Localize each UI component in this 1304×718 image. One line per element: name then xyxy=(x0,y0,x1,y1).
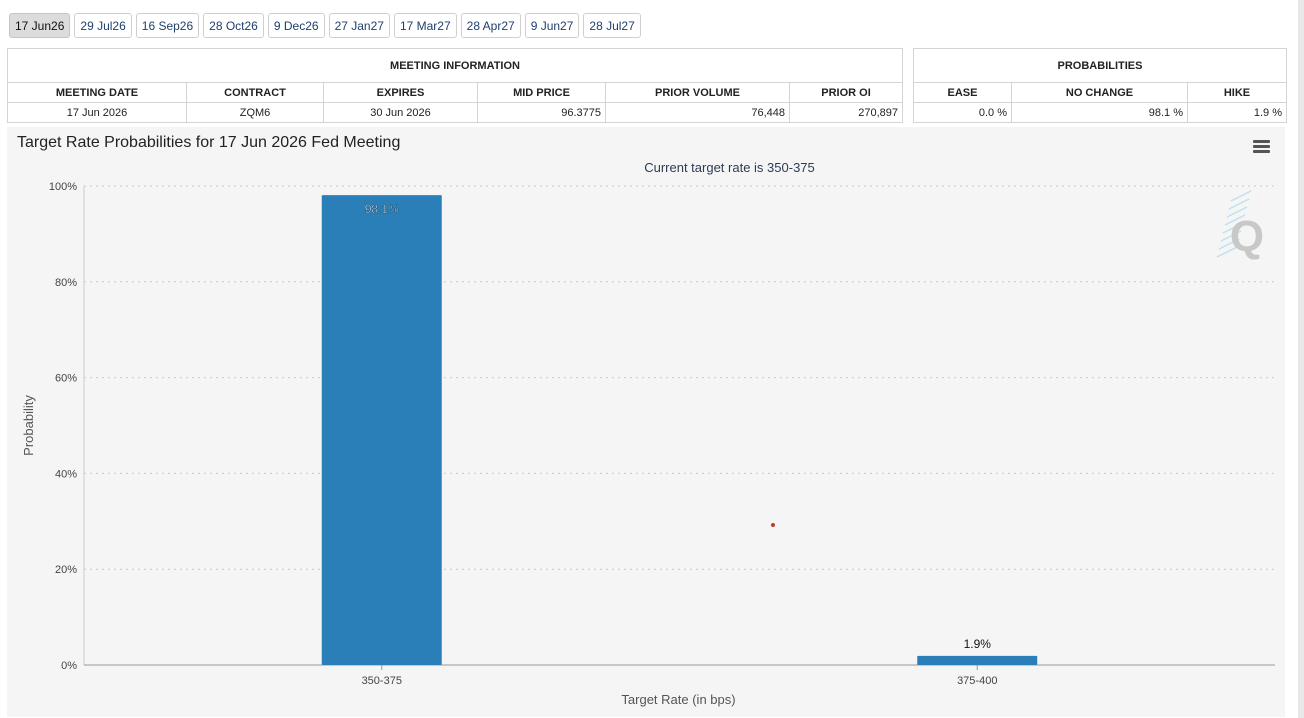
tab-28-oct26[interactable]: 28 Oct26 xyxy=(203,13,264,38)
table-row: 17 Jun 2026 ZQM6 30 Jun 2026 96.3775 76,… xyxy=(7,102,904,123)
y-tick-label: 60% xyxy=(55,373,77,385)
chart-menu-icon[interactable] xyxy=(1253,140,1270,154)
watermark-stripe xyxy=(1228,198,1250,210)
cell-prior-volume: 76,448 xyxy=(605,102,790,123)
cell-contract: ZQM6 xyxy=(186,102,324,123)
bar-350-375 xyxy=(321,195,442,665)
bar-375-400 xyxy=(917,655,1038,665)
tab-9-jun27[interactable]: 9 Jun27 xyxy=(524,13,580,38)
cell-no-change: 98.1 % xyxy=(1011,102,1188,123)
bar-chart: Current target rate is 350-375 0% 20% 40% 60… xyxy=(21,160,1275,707)
chart-panel: Target Rate Probabilities for 17 Jun 202… xyxy=(7,127,1285,717)
probabilities-title: PROBABILITIES xyxy=(912,48,1288,83)
tab-27-jan27[interactable]: 27 Jan27 xyxy=(328,13,390,38)
table-row: 0.0 % 98.1 % 1.9 % xyxy=(913,102,1288,123)
tab-17-jun26[interactable]: 17 Jun26 xyxy=(9,13,71,38)
tab-9-dec26[interactable]: 9 Dec26 xyxy=(267,13,325,38)
y-tick-label: 20% xyxy=(55,564,77,576)
watermark-logo: Q xyxy=(1216,190,1264,261)
tab-17-mar27[interactable]: 17 Mar27 xyxy=(393,13,457,38)
data-label: 1.9% xyxy=(964,637,992,651)
data-label: 98.1% xyxy=(365,202,399,216)
watermark-stripe xyxy=(1222,222,1244,234)
x-axis-title: Target Rate (in bps) xyxy=(621,692,735,707)
watermark-stripe xyxy=(1226,206,1248,218)
cell-mid-price: 96.3775 xyxy=(477,102,606,123)
probabilities-table: PROBABILITIES EASE NO CHANGE HIKE 0.0 % … xyxy=(912,48,1288,123)
marker-dot xyxy=(771,523,775,527)
y-tick-label: 80% xyxy=(55,277,77,289)
header-contract: CONTRACT xyxy=(186,82,324,103)
header-meeting-date: MEETING DATE xyxy=(7,82,187,103)
cell-meeting-date: 17 Jun 2026 xyxy=(7,102,187,123)
header-hike: HIKE xyxy=(1186,82,1288,103)
header-prior-volume: PRIOR VOLUME xyxy=(605,82,790,103)
x-tick-label: 350-375 xyxy=(362,675,402,687)
header-no-change: NO CHANGE xyxy=(1011,82,1188,103)
header-expires: EXPIRES xyxy=(323,82,478,103)
tab-29-jul26[interactable]: 29 Jul26 xyxy=(74,13,132,38)
header-ease: EASE xyxy=(913,82,1012,103)
cell-prior-oi: 270,897 xyxy=(788,102,904,123)
y-axis-title: Probability xyxy=(21,395,36,456)
scrollbar[interactable] xyxy=(1298,0,1304,718)
watermark-stripe xyxy=(1230,190,1252,202)
watermark-stripe xyxy=(1224,214,1246,226)
cell-ease: 0.0 % xyxy=(913,102,1012,123)
chart-title: Target Rate Probabilities for 17 Jun 202… xyxy=(17,134,401,151)
chart-subtitle: Current target rate is 350-375 xyxy=(644,160,815,175)
watermark-letter: Q xyxy=(1230,212,1264,261)
header-mid-price: MID PRICE xyxy=(477,82,606,103)
cell-expires: 30 Jun 2026 xyxy=(323,102,478,123)
tab-28-apr27[interactable]: 28 Apr27 xyxy=(460,13,521,38)
x-tick-label: 375-400 xyxy=(957,675,997,687)
y-tick-label: 100% xyxy=(49,181,77,193)
tab-28-jul27[interactable]: 28 Jul27 xyxy=(583,13,641,38)
y-tick-label: 0% xyxy=(61,660,77,672)
watermark-stripe xyxy=(1220,230,1242,242)
header-prior-oi: PRIOR OI xyxy=(788,82,904,103)
cell-hike: 1.9 % xyxy=(1186,102,1288,123)
y-tick-label: 40% xyxy=(55,468,77,480)
tab-16-sep26[interactable]: 16 Sep26 xyxy=(135,13,200,38)
meeting-tabs: 17 Jun26 29 Jul26 16 Sep26 28 Oct26 9 De… xyxy=(9,13,641,38)
watermark-stripe xyxy=(1216,246,1238,258)
meeting-information-title: MEETING INFORMATION xyxy=(6,48,904,83)
meeting-information-table: MEETING INFORMATION MEETING DATE CONTRAC… xyxy=(6,48,904,123)
watermark-stripe xyxy=(1218,238,1240,250)
